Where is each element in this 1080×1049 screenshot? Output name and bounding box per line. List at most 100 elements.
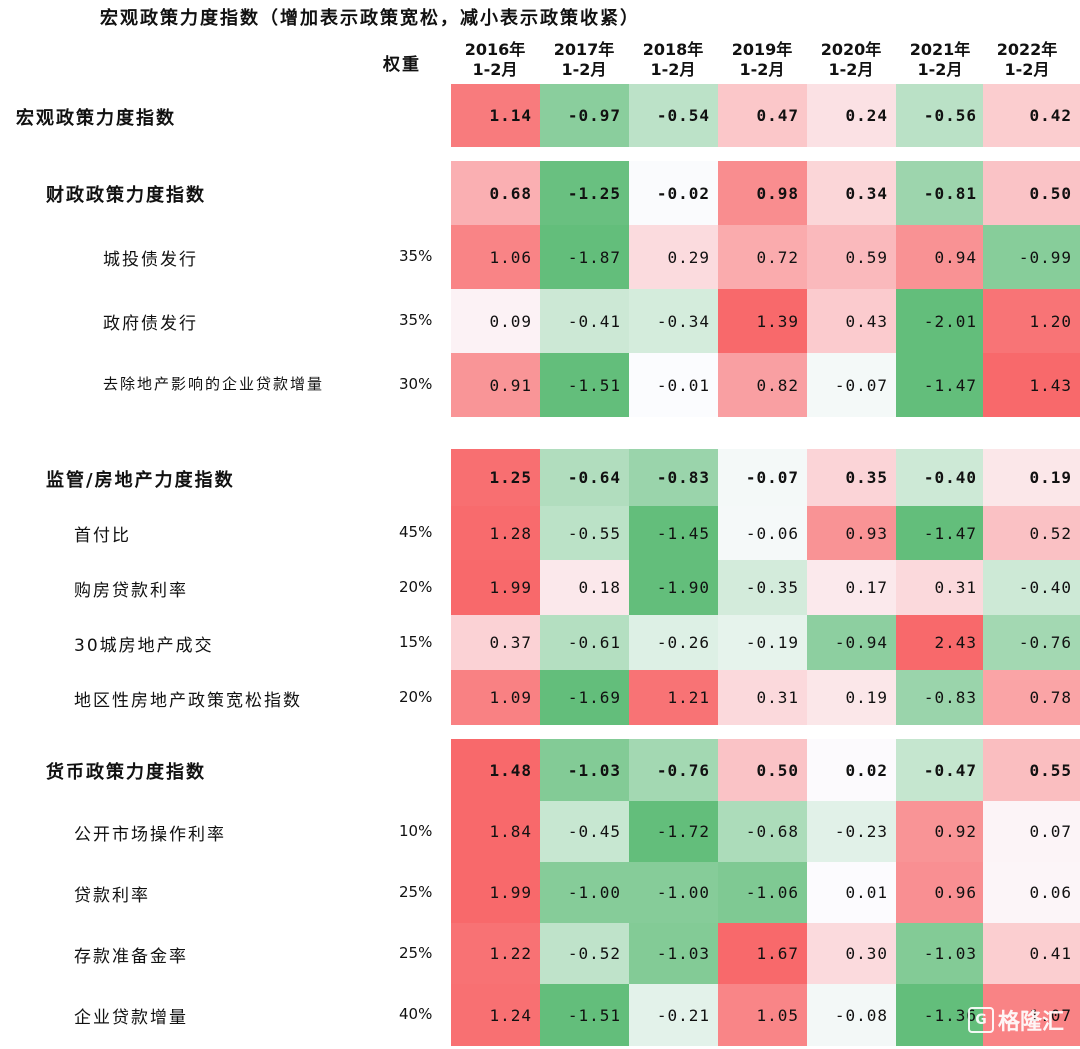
heatmap-cell: 0.59 — [807, 225, 896, 289]
heatmap-cell: 1.14 — [451, 84, 540, 147]
heatmap-cell: 1.21 — [629, 670, 718, 725]
heatmap-cell: 1.28 — [451, 506, 540, 560]
heatmap-cell: 0.92 — [896, 801, 985, 862]
heatmap-cell: 0.31 — [896, 560, 985, 615]
heatmap-cell: -1.36 — [896, 984, 985, 1046]
heatmap-cell: -0.68 — [718, 801, 807, 862]
heatmap-cell: 0.30 — [807, 923, 896, 984]
heatmap-cell: -0.61 — [540, 615, 629, 670]
heatmap-cell: -1.90 — [629, 560, 718, 615]
heatmap-cell: 0.43 — [807, 289, 896, 353]
column-header-period: 1-2月 — [828, 60, 874, 79]
row-weight: 30% — [399, 375, 433, 393]
column-header-period: 1-2月 — [739, 60, 785, 79]
heatmap-cell: 1.20 — [983, 289, 1080, 353]
column-header-period: 1-2月 — [917, 60, 963, 79]
heatmap-cell: 0.94 — [896, 225, 985, 289]
heatmap-cell: 0.09 — [451, 289, 540, 353]
heatmap-cell: 0.41 — [983, 923, 1080, 984]
heatmap-cell: 0.50 — [983, 161, 1080, 225]
heatmap-cell: -0.23 — [807, 801, 896, 862]
column-header-year: 2018年 — [642, 40, 704, 59]
heatmap-cell: -0.64 — [540, 449, 629, 506]
heatmap-cell: -0.83 — [629, 449, 718, 506]
heatmap-cell: 1.07 — [983, 984, 1080, 1046]
column-header-year: 2017年 — [553, 40, 615, 59]
watermark-logo-icon: G — [968, 1007, 994, 1033]
heatmap-cell: -0.19 — [718, 615, 807, 670]
heatmap-cell: -1.47 — [896, 353, 985, 417]
heatmap-cell: -0.40 — [896, 449, 985, 506]
column-header-period: 1-2月 — [561, 60, 607, 79]
heatmap-cell: -1.03 — [896, 923, 985, 984]
column-header-year: 2016年 — [464, 40, 526, 59]
heatmap-cell: 1.99 — [451, 862, 540, 923]
heatmap-cell: -0.47 — [896, 739, 985, 801]
heatmap-cell: 0.78 — [983, 670, 1080, 725]
heatmap-cell: -0.26 — [629, 615, 718, 670]
heatmap-cell: -1.03 — [629, 923, 718, 984]
heatmap-cell: -0.07 — [807, 353, 896, 417]
heatmap-cell: -1.25 — [540, 161, 629, 225]
heatmap-cell: 1.05 — [718, 984, 807, 1046]
column-header-period: 1-2月 — [472, 60, 518, 79]
row-weight: 40% — [399, 1005, 433, 1023]
heatmap-cell: 0.37 — [451, 615, 540, 670]
heatmap-cell: -0.21 — [629, 984, 718, 1046]
heatmap-cell: -0.81 — [896, 161, 985, 225]
heatmap-cell: -1.69 — [540, 670, 629, 725]
heatmap-cell: -1.72 — [629, 801, 718, 862]
heatmap-cell: 1.99 — [451, 560, 540, 615]
heatmap-cell: -1.51 — [540, 984, 629, 1046]
column-header: 2020年 1-2月 — [807, 40, 895, 80]
heatmap-cell: -1.06 — [718, 862, 807, 923]
column-header: 2019年 1-2月 — [718, 40, 806, 80]
column-header: 2018年 1-2月 — [629, 40, 717, 80]
row-label: 贷款利率 — [74, 885, 150, 906]
heatmap-cell: 0.98 — [718, 161, 807, 225]
heatmap-cell: 0.50 — [718, 739, 807, 801]
heatmap-cell: 1.39 — [718, 289, 807, 353]
column-header: 2022年 1-2月 — [983, 40, 1071, 80]
heatmap-cell: 0.06 — [983, 862, 1080, 923]
row-label: 首付比 — [74, 526, 131, 546]
heatmap-cell: 0.72 — [718, 225, 807, 289]
heatmap-cell: -1.51 — [540, 353, 629, 417]
column-header-year: 2019年 — [731, 40, 793, 59]
heatmap-cell: -1.03 — [540, 739, 629, 801]
heatmap-cell: 0.07 — [983, 801, 1080, 862]
row-label: 企业贷款增量 — [74, 1008, 188, 1028]
heatmap-cell: 1.67 — [718, 923, 807, 984]
row-weight: 10% — [399, 821, 433, 840]
column-header-year: 2022年 — [996, 40, 1058, 59]
heatmap-cell: 0.52 — [983, 506, 1080, 560]
heatmap-cell: -1.45 — [629, 506, 718, 560]
row-label: 地区性房地产政策宽松指数 — [74, 690, 302, 711]
row-weight: 25% — [399, 882, 433, 901]
heatmap-cell: 0.29 — [629, 225, 718, 289]
heatmap-cell: -0.01 — [629, 353, 718, 417]
row-label: 宏观政策力度指数 — [16, 107, 176, 129]
heatmap-cell: -0.56 — [896, 84, 985, 147]
heatmap-cell: 0.96 — [896, 862, 985, 923]
row-weight: 45% — [399, 523, 433, 541]
column-header-year: 2021年 — [909, 40, 971, 59]
heatmap-cell: -1.00 — [540, 862, 629, 923]
heatmap-cell: 0.68 — [451, 161, 540, 225]
heatmap-cell: 0.93 — [807, 506, 896, 560]
heatmap-cell: 0.34 — [807, 161, 896, 225]
heatmap-cell: 0.18 — [540, 560, 629, 615]
heatmap-cell: 0.02 — [807, 739, 896, 801]
heatmap-cell: 1.25 — [451, 449, 540, 506]
heatmap-cell: -0.55 — [540, 506, 629, 560]
heatmap-cell: 0.19 — [983, 449, 1080, 506]
column-header-period: 1-2月 — [1004, 60, 1050, 79]
heatmap-cell: 0.01 — [807, 862, 896, 923]
heatmap-cell: 1.48 — [451, 739, 540, 801]
row-label: 去除地产影响的企业贷款增量 — [103, 375, 325, 393]
row-label: 公开市场操作利率 — [74, 824, 226, 845]
row-weight: 20% — [399, 577, 433, 596]
row-label: 监管/房地产力度指数 — [46, 469, 235, 491]
column-header-period: 1-2月 — [650, 60, 696, 79]
heatmap-cell: 1.84 — [451, 801, 540, 862]
